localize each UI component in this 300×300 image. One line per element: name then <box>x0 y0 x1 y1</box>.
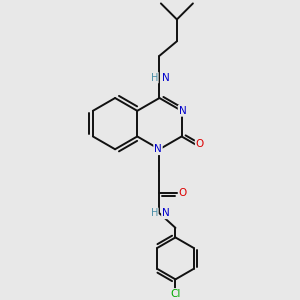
Text: H: H <box>151 73 158 82</box>
Text: N: N <box>154 144 162 154</box>
Text: N: N <box>162 73 170 82</box>
Text: N: N <box>178 106 186 116</box>
Text: O: O <box>178 188 187 198</box>
Text: N: N <box>162 208 170 218</box>
Text: Cl: Cl <box>170 289 181 299</box>
Text: H: H <box>151 208 158 218</box>
Text: O: O <box>196 140 204 149</box>
